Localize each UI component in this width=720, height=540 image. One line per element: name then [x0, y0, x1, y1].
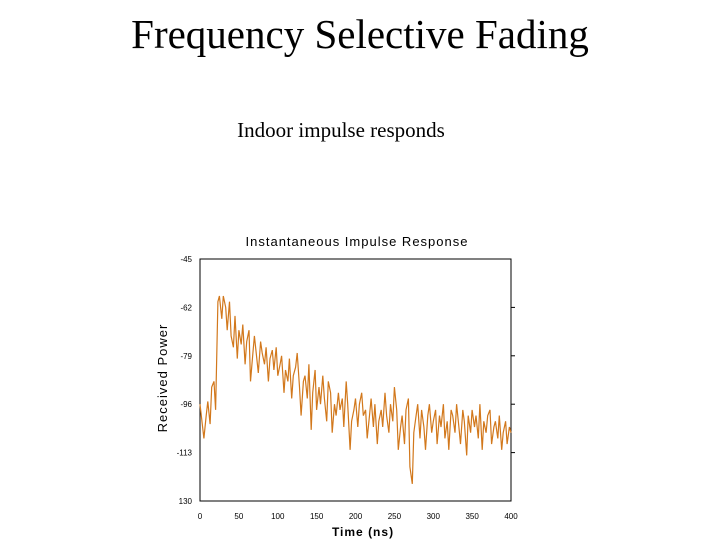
x-tick-label: 0 — [198, 512, 203, 521]
chart-title: Instantaneous Impulse Response — [246, 234, 469, 249]
y-tick-label: -96 — [180, 400, 192, 409]
x-tick-label: 300 — [427, 512, 441, 521]
impulse-response-line — [199, 295, 512, 484]
x-tick-label: 350 — [465, 512, 479, 521]
y-tick-label: -79 — [180, 352, 192, 361]
x-tick-label: 250 — [388, 512, 402, 521]
x-tick-label: 50 — [234, 512, 243, 521]
y-tick-label: -113 — [177, 449, 193, 458]
x-axis-label: Time (ns) — [332, 525, 394, 539]
y-axis: -45 -62 -79 -96 -113 130 — [177, 255, 515, 506]
y-tick-label: 130 — [179, 497, 193, 506]
x-tick-label: 100 — [271, 512, 285, 521]
y-tick-label: -45 — [180, 255, 192, 264]
y-axis-label: Received Power — [155, 324, 170, 433]
slide-title: Frequency Selective Fading — [131, 11, 589, 57]
slide-subtitle: Indoor impulse responds — [237, 118, 445, 142]
plot-frame — [199, 258, 512, 502]
x-tick-label: 400 — [504, 512, 518, 521]
y-tick-label: -62 — [180, 303, 192, 312]
x-axis: 0 50 100 150 200 250 300 350 400 — [198, 512, 518, 521]
x-tick-label: 200 — [349, 512, 363, 521]
x-tick-label: 150 — [310, 512, 324, 521]
